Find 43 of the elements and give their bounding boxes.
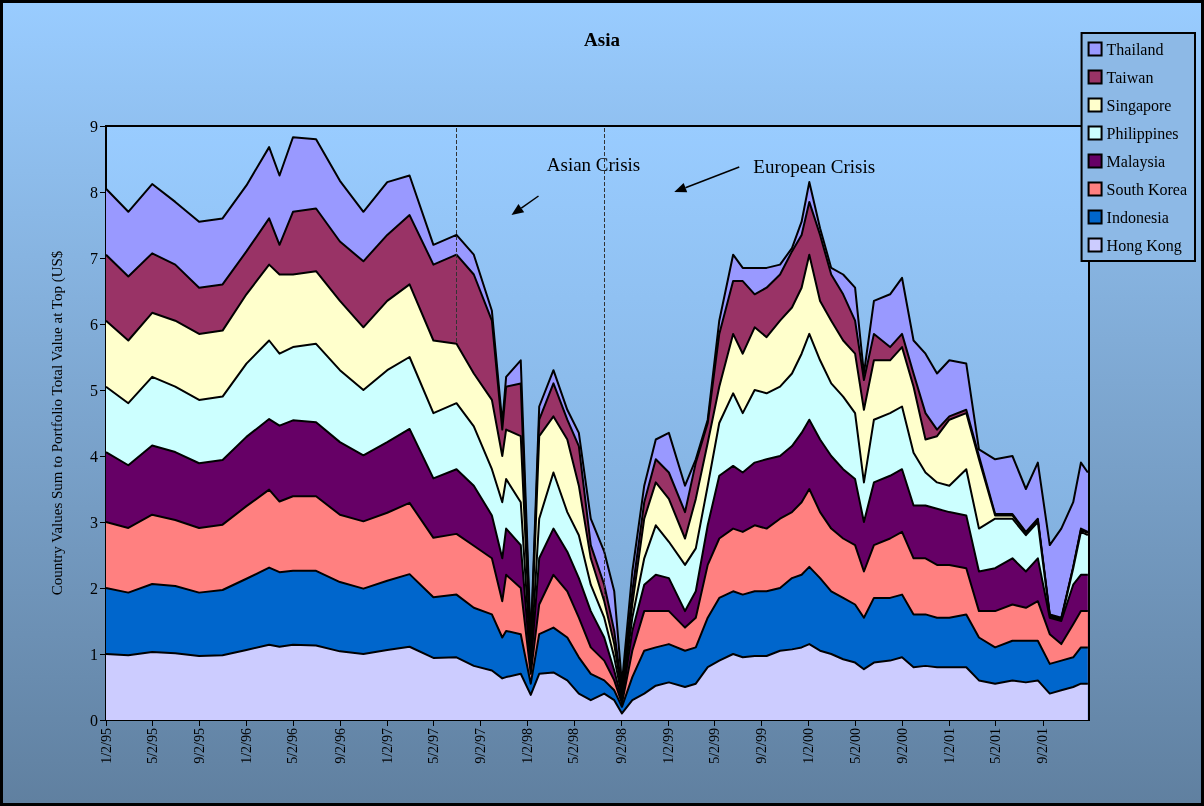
x-tick-label: 9/2/98 — [613, 728, 629, 764]
y-tick-label: 4 — [90, 447, 98, 465]
legend-label: South Korea — [1106, 180, 1188, 198]
y-axis-title: Country Values Sum to Portfolio Total Value at Top (US$ — [48, 250, 66, 596]
annotation: Asian Crisis — [546, 153, 641, 175]
x-tick-label: 5/2/97 — [425, 728, 441, 764]
x-tick-label: 9/2/01 — [1035, 728, 1051, 764]
chart-title: Asia — [584, 29, 621, 50]
x-tick-label: 9/2/99 — [754, 728, 770, 764]
y-tick-label: 8 — [90, 183, 98, 201]
y-tick-label: 5 — [90, 381, 98, 399]
x-tick-label: 5/2/00 — [847, 728, 863, 764]
legend-label: Singapore — [1106, 96, 1172, 115]
legend-label: Taiwan — [1106, 68, 1154, 86]
x-tick-label: 1/2/00 — [801, 728, 817, 764]
y-tick-label: 3 — [90, 513, 98, 531]
x-tick-label: 5/2/95 — [144, 728, 160, 764]
x-tick-label: 9/2/96 — [332, 728, 348, 764]
y-tick-label: 9 — [90, 117, 98, 135]
x-tick-label: 5/2/01 — [988, 728, 1004, 764]
legend-label: Hong Kong — [1106, 236, 1182, 255]
y-tick-label: 7 — [90, 249, 98, 267]
x-tick-label: 5/2/99 — [706, 728, 722, 764]
x-tick-label: 1/2/95 — [98, 728, 114, 764]
annotation: European Crisis — [753, 155, 876, 177]
y-tick-label: 1 — [90, 645, 98, 663]
x-tick-label: 5/2/96 — [285, 728, 301, 764]
legend-label: Indonesia — [1106, 208, 1169, 226]
x-tick-label: 5/2/98 — [566, 728, 582, 764]
x-tick-label: 1/2/99 — [660, 728, 676, 764]
legend-label: Thailand — [1106, 40, 1164, 58]
legend-label: Malaysia — [1106, 152, 1166, 171]
y-tick-label: 2 — [90, 579, 98, 597]
y-tick-label: 0 — [90, 711, 98, 729]
x-tick-label: 9/2/95 — [191, 728, 207, 764]
x-tick-label: 9/2/97 — [473, 728, 489, 764]
x-tick-label: 1/2/96 — [238, 728, 254, 764]
x-tick-label: 1/2/01 — [941, 728, 957, 764]
x-tick-label: 9/2/00 — [894, 728, 910, 764]
x-tick-label: 1/2/97 — [379, 728, 395, 764]
y-tick-label: 6 — [90, 315, 98, 333]
x-tick-label: 1/2/98 — [520, 728, 536, 764]
legend-label: Philippines — [1106, 124, 1179, 143]
